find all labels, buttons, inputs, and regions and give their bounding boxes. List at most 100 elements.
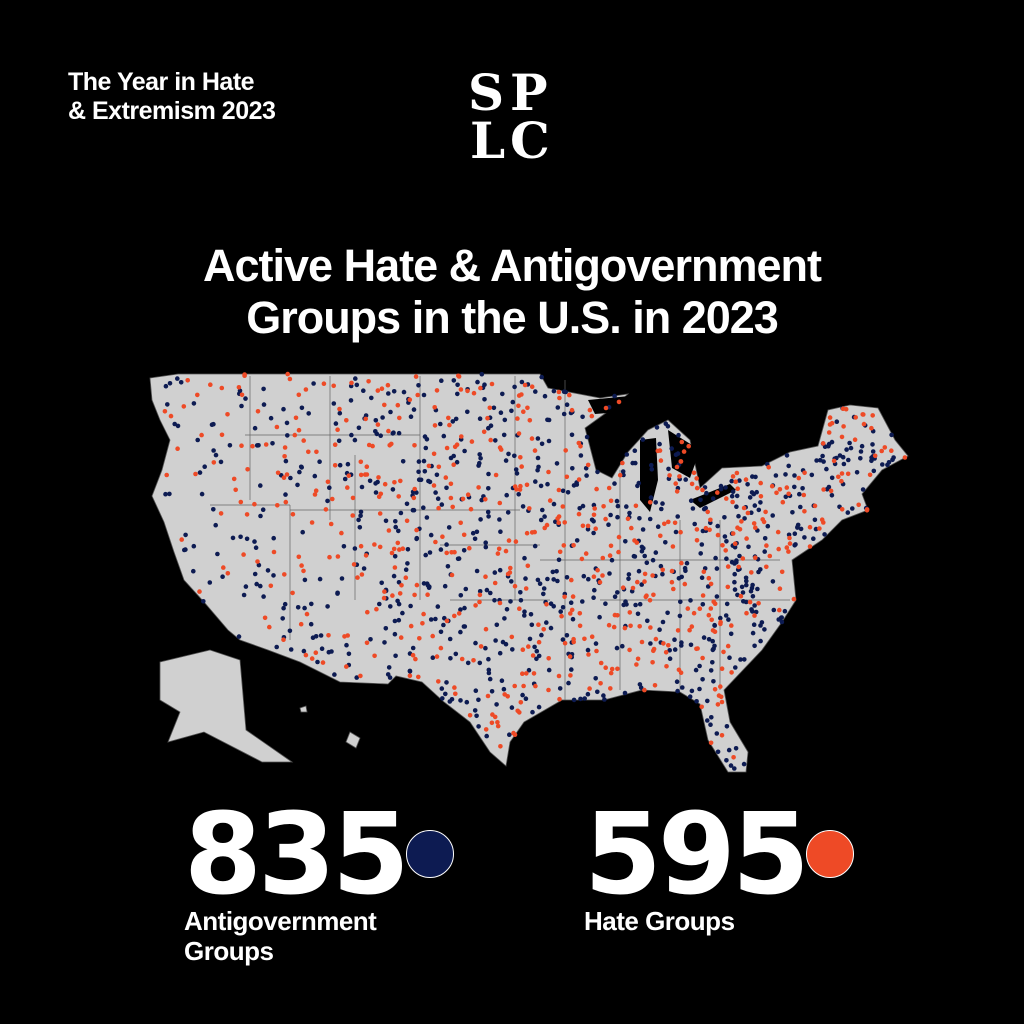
hate-group-dot	[719, 666, 725, 671]
antigovernment-group-dot	[633, 602, 638, 608]
hate-group-dot	[283, 499, 289, 505]
antigovernment-group-dot	[418, 477, 424, 483]
antigovernment-group-dot	[597, 614, 602, 620]
hate-group-dot	[870, 413, 875, 418]
hate-group-dot	[459, 656, 465, 662]
hate-group-dot	[593, 526, 598, 531]
antigovernment-group-dot	[762, 536, 768, 541]
antigovernment-group-dot	[498, 410, 504, 416]
hate-group-dot	[796, 475, 802, 481]
hate-group-dot	[679, 560, 684, 566]
hate-group-dot	[513, 539, 519, 544]
hate-group-dot	[749, 570, 754, 575]
antigovernment-group-dot	[561, 389, 567, 395]
hate-group-dot	[776, 546, 781, 552]
antigovernment-group-dot	[445, 564, 451, 569]
antigovernment-group-dot	[243, 396, 248, 401]
antigovernment-group-dot	[270, 441, 275, 446]
hate-group-dot	[477, 599, 482, 605]
hate-group-dot	[587, 686, 592, 691]
antigovernment-group-dot	[645, 618, 650, 624]
antigovernment-group-dot	[510, 647, 515, 652]
antigovernment-group-dot	[679, 574, 684, 580]
antigovernment-group-dot	[447, 699, 453, 704]
antigovernment-group-dot	[533, 389, 538, 394]
antigovernment-group-dot	[424, 515, 430, 520]
antigovernment-group-dot	[195, 437, 200, 443]
hate-group-dot	[867, 472, 873, 478]
hate-group-dot	[531, 671, 537, 676]
antigovernment-group-dot	[649, 467, 655, 472]
antigovernment-group-dot	[497, 650, 503, 656]
antigovernment-group-dot	[644, 560, 650, 566]
hate-group-dot	[715, 532, 721, 538]
antigovernment-group-dot	[724, 539, 729, 544]
hate-group-dot	[413, 656, 418, 662]
hate-group-dot	[882, 445, 888, 450]
hate-group-dot	[244, 512, 250, 517]
antigovernment-group-dot	[889, 432, 894, 438]
hate-group-dot	[497, 500, 503, 506]
antigovernment-group-dot	[484, 587, 490, 593]
hate-group-dot	[764, 543, 769, 548]
antigovernment-group-dot	[726, 617, 731, 622]
hate-group-dot	[744, 536, 749, 541]
hate-group-dot	[756, 601, 761, 606]
hate-group-dot	[379, 386, 385, 392]
antigovernment-group-dot	[502, 417, 508, 423]
antigovernment-group-dot	[723, 613, 729, 618]
hate-group-dot	[450, 504, 456, 510]
hate-group-dot	[709, 617, 714, 623]
hate-group-dot	[557, 549, 563, 555]
antigovernment-group-dot	[327, 485, 332, 491]
antigovernment-group-dot	[477, 589, 483, 594]
antigovernment-group-dot	[672, 647, 678, 652]
antigovernment-group-dot	[561, 411, 567, 417]
antigovernment-group-dot	[295, 482, 300, 488]
antigovernment-group-dot	[705, 698, 710, 704]
antigovernment-group-dot	[421, 392, 427, 398]
hate-group-dot	[458, 387, 464, 392]
antigovernment-group-dot	[215, 551, 220, 557]
hate-group-dot	[434, 388, 440, 393]
antigovernment-group-dot	[782, 608, 788, 614]
antigovernment-group-dot	[476, 697, 481, 703]
antigovernment-group-dot	[430, 655, 436, 660]
antigovernment-group-dot	[657, 441, 662, 447]
antigovernment-group-dot	[665, 424, 671, 429]
antigovernment-group-dot	[653, 550, 659, 555]
antigovernment-group-dot	[571, 697, 577, 703]
antigovernment-group-dot	[845, 510, 851, 515]
report-kicker: The Year in Hate & Extremism 2023	[68, 68, 276, 126]
antigovernment-group-dot	[426, 478, 431, 484]
hate-group-dot	[715, 702, 721, 707]
hate-group-dot	[481, 429, 487, 435]
antigovernment-group-dot	[589, 517, 595, 523]
hate-group-dot	[392, 565, 398, 570]
antigovernment-group-dot	[492, 570, 498, 575]
antigovernment-group-dot	[317, 459, 322, 465]
hate-group-dot	[529, 436, 535, 441]
hate-group-dot	[730, 474, 736, 479]
antigovernment-group-dot	[438, 421, 443, 427]
antigovernment-group-dot	[500, 639, 506, 645]
hate-group-dot	[433, 539, 438, 545]
hate-group-dot	[350, 513, 356, 518]
hate-group-dot	[225, 412, 230, 417]
hate-group-dot	[255, 559, 260, 564]
antigovernment-group-dot	[657, 627, 662, 632]
hate-group-dot	[497, 600, 503, 606]
antigovernment-group-dot	[624, 602, 629, 607]
antigovernment-group-dot	[393, 653, 398, 659]
antigovernment-group-dot	[337, 410, 343, 416]
hate-group-dot	[620, 460, 625, 466]
hate-group-dot	[292, 432, 298, 438]
antigovernment-group-dot	[523, 576, 528, 581]
antigovernment-group-dot	[428, 617, 434, 622]
antigovernment-group-dot	[464, 699, 470, 705]
antigovernment-group-dot	[352, 546, 358, 551]
antigovernment-group-dot	[655, 524, 661, 529]
antigovernment-group-dot	[724, 556, 729, 561]
antigovernment-group-dot	[463, 586, 469, 592]
hate-group-dot	[577, 623, 583, 629]
